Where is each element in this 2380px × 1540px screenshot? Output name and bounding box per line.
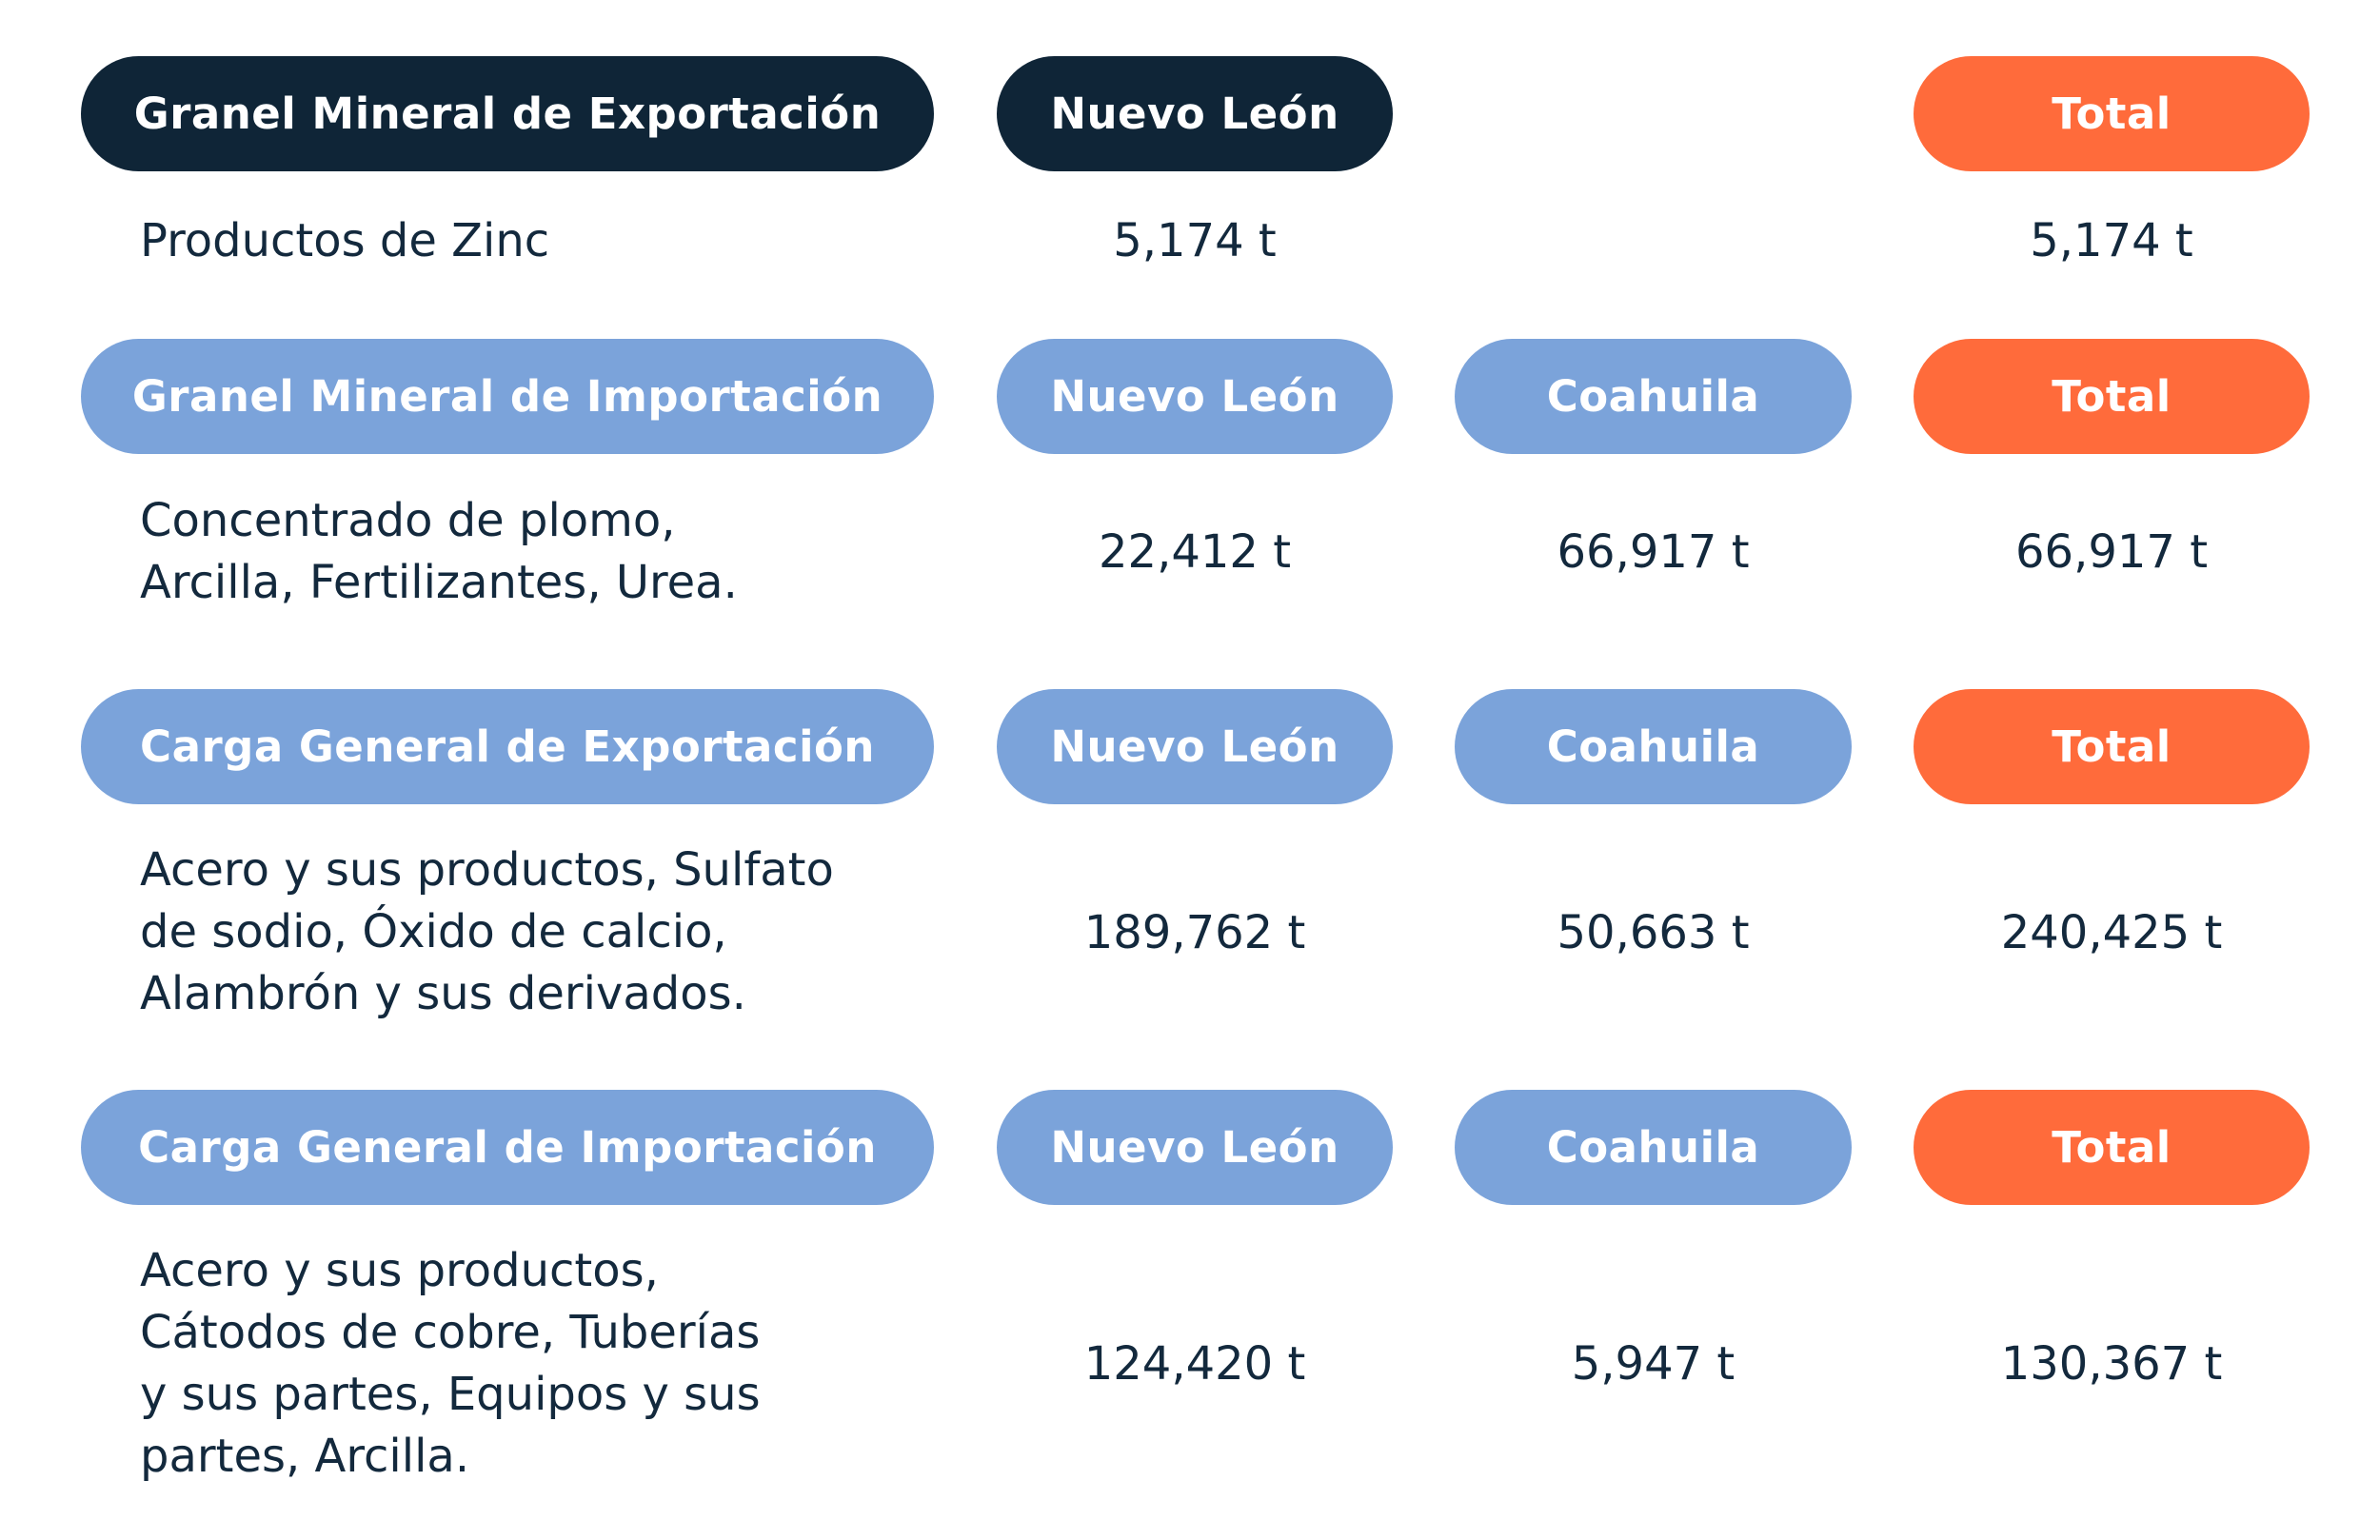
section-3-nuevo-leon-header: Nuevo León: [997, 689, 1393, 804]
section-2-total-header: Total: [1914, 339, 2310, 454]
section-2-nuevo-leon-header: Nuevo León: [997, 339, 1393, 454]
section-4-nuevo-leon-value: 124,420 t: [1083, 1337, 1306, 1391]
section-3-coahuila-value: 50,663 t: [1557, 906, 1750, 959]
section-2-description: Concentrado de plomo, Arcilla, Fertilizan…: [140, 494, 738, 609]
section-4-coahuila-header: Coahuila: [1455, 1090, 1852, 1205]
section-3-total-value: 240,425 t: [2000, 906, 2223, 959]
section-1-category-header: Granel Mineral de Exportación: [81, 56, 934, 171]
section-2-coahuila-header: Coahuila: [1455, 339, 1852, 454]
section-2-total-value: 66,917 t: [2014, 525, 2209, 579]
section-1-total-header: Total: [1914, 56, 2310, 171]
section-2-nuevo-leon-value: 22,412 t: [1098, 525, 1292, 579]
section-4-coahuila-value: 5,947 t: [1571, 1337, 1735, 1391]
section-1-total-value: 5,174 t: [2030, 214, 2193, 267]
section-4-nuevo-leon-header: Nuevo León: [997, 1090, 1393, 1205]
section-1-description: Productos de Zinc: [140, 213, 550, 267]
section-4-total-header: Total: [1914, 1090, 2310, 1205]
section-2-category-header: Granel Mineral de Importación: [81, 339, 934, 454]
section-4-total-value: 130,367 t: [2000, 1337, 2223, 1391]
section-2-coahuila-value: 66,917 t: [1557, 525, 1750, 579]
section-3-category-header: Carga General de Exportación: [81, 689, 934, 804]
section-3-description: Acero y sus productos, Sulfato de sodio, …: [140, 843, 834, 1020]
section-4-description: Acero y sus productos, Cátodos de cobre, …: [140, 1244, 761, 1483]
section-1-nuevo-leon-value: 5,174 t: [1113, 214, 1277, 267]
section-4-category-header: Carga General de Importación: [81, 1090, 934, 1205]
section-3-total-header: Total: [1914, 689, 2310, 804]
section-3-coahuila-header: Coahuila: [1455, 689, 1852, 804]
section-3-nuevo-leon-value: 189,762 t: [1083, 906, 1306, 959]
section-1-nuevo-leon-header: Nuevo León: [997, 56, 1393, 171]
